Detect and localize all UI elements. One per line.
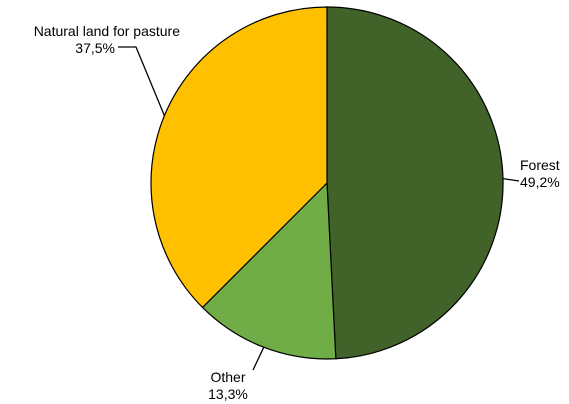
pie-slice-pasture xyxy=(150,6,328,309)
leader-line-other xyxy=(252,346,265,371)
slice-value-pasture: 37,5% xyxy=(75,40,115,56)
slice-value-other: 13,3% xyxy=(208,386,248,402)
pie-slice-forest xyxy=(326,6,504,360)
slice-value-forest: 49,2% xyxy=(520,174,560,190)
slice-label-pasture: Natural land for pasture xyxy=(34,23,181,39)
slice-label-forest: Forest xyxy=(520,157,560,173)
leader-line-pasture xyxy=(118,46,166,116)
slice-label-other: Other xyxy=(210,369,245,385)
leader-line-forest xyxy=(502,177,520,182)
